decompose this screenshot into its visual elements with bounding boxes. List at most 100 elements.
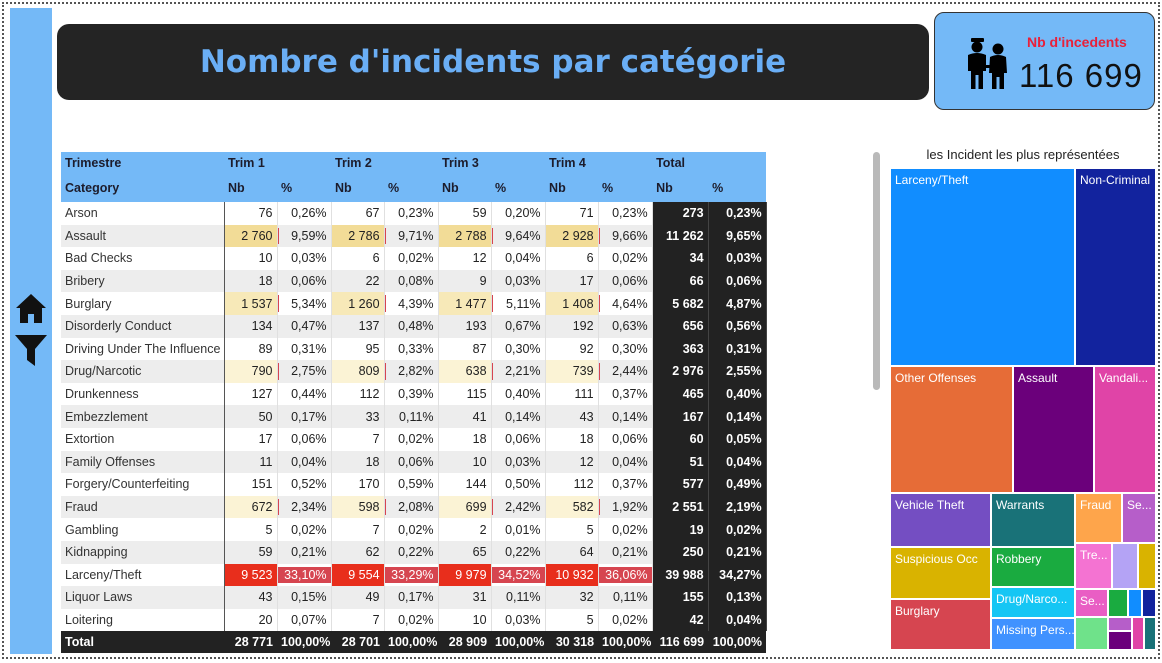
pct-value: 0,20% (505, 206, 541, 221)
pct-cell: 0,22% (384, 540, 439, 564)
table-row[interactable]: Drug/Narcotic 790 2,75% 809 2,82% 638 2,21% 739… (61, 360, 767, 383)
pct-value: 0,23% (612, 206, 648, 221)
table-row[interactable]: Embezzlement 50 0,17% 33 0,11% 41 0,14% 43 0,14%… (61, 405, 767, 428)
table-row[interactable]: Family Offenses 11 0,04% 18 0,06% 10 0,03% 12 0,… (61, 450, 767, 474)
treemap-tile[interactable] (1108, 589, 1128, 617)
header-trim-3[interactable]: Trim 3 (438, 152, 546, 173)
table-row[interactable]: Kidnapping 59 0,21% 62 0,22% 65 0,22% 64 0,21% 25… (61, 540, 767, 564)
home-icon[interactable] (14, 292, 48, 326)
header-nb[interactable]: Nb (224, 173, 277, 202)
filter-icon[interactable] (14, 333, 48, 367)
table-row[interactable]: Bad Checks 10 0,03% 6 0,02% 12 0,04% 6 0,02% 34 0,… (61, 247, 767, 270)
treemap-tile[interactable] (1138, 543, 1156, 589)
header-pct[interactable]: % (491, 173, 546, 202)
nb-cell: 33 (331, 405, 385, 428)
table-row[interactable]: Forgery/Counterfeiting 151 0,52% 170 0,59% 14… (61, 473, 767, 496)
pct-value: 2,08% (398, 500, 434, 515)
header-trim-1[interactable]: Trim 1 (224, 152, 332, 173)
treemap-tile[interactable]: Se... (1075, 589, 1108, 617)
treemap-tile[interactable]: Suspicious Occ (890, 547, 991, 599)
header-nb[interactable]: Nb (545, 173, 599, 202)
pct-value: 2,34% (291, 500, 327, 515)
nb-cell: 87 (438, 337, 492, 361)
nb-cell: 739 (545, 360, 599, 383)
table-row[interactable]: Fraud 672 2,34% 598 2,08% 699 2,42% 582 1,92% 2 5… (61, 495, 767, 519)
treemap-tile[interactable] (1132, 617, 1144, 650)
pct-cell: 0,30% (491, 337, 546, 361)
treemap-tile[interactable]: Tre... (1075, 543, 1112, 589)
treemap-tile[interactable]: Larceny/Theft (890, 168, 1075, 366)
total-nb-cell: 2 976 (652, 360, 709, 383)
treemap-tile[interactable]: Burglary (890, 599, 991, 650)
treemap-tile[interactable] (1144, 617, 1156, 650)
treemap-tile[interactable]: Warrants (991, 493, 1075, 547)
nb-cell: 18 (545, 427, 599, 451)
treemap-tile[interactable]: Fraud (1075, 493, 1122, 543)
header-trim-4[interactable]: Trim 4 (545, 152, 653, 173)
pct-bar (384, 566, 438, 584)
table-row[interactable]: Disorderly Conduct 134 0,47% 137 0,48% 193 0,6… (61, 314, 767, 338)
table-row[interactable]: Driving Under The Influence 89 0,31% 95 0,33… (61, 337, 767, 361)
treemap-tile[interactable] (1108, 631, 1132, 650)
treemap-tile[interactable]: Missing Pers... (991, 618, 1075, 650)
treemap-tile[interactable] (1112, 543, 1138, 589)
treemap-tile[interactable]: Non-Criminal (1075, 168, 1156, 366)
header-nb[interactable]: Nb (652, 173, 709, 202)
treemap-tile[interactable]: Vehicle Theft (890, 493, 991, 547)
nb-cell: 638 (438, 360, 492, 383)
pct-cell: 9,66% (598, 224, 653, 248)
total-pct-cell: 0,49% (708, 473, 767, 496)
treemap-tile[interactable]: Assault (1013, 366, 1094, 493)
pct-cell: 0,02% (384, 247, 439, 270)
treemap-tile[interactable] (1142, 589, 1156, 617)
table-row[interactable]: Loitering 20 0,07% 7 0,02% 10 0,03% 5 0,02% 42 0,0… (61, 608, 767, 632)
treemap-tile[interactable]: Drug/Narco... (991, 587, 1075, 618)
table-row[interactable]: Larceny/Theft 9 523 33,10% 9 554 33,29% 9 979… (61, 563, 767, 587)
pct-cell: 2,44% (598, 360, 653, 383)
matrix-scrollbar[interactable] (873, 152, 880, 390)
total-pct-cell: 0,14% (708, 405, 767, 428)
treemap-tile[interactable] (1128, 589, 1142, 617)
header-pct[interactable]: % (598, 173, 653, 202)
header-category[interactable]: Category (61, 173, 224, 202)
treemap-tile[interactable]: Robbery (991, 547, 1075, 587)
header-pct[interactable]: % (384, 173, 439, 202)
table-row[interactable]: Gambling 5 0,02% 7 0,02% 2 0,01% 5 0,02% 19 0,02% (61, 518, 767, 541)
header-nb[interactable]: Nb (438, 173, 492, 202)
pct-value: 0,39% (398, 387, 434, 402)
nb-cell: 64 (545, 540, 599, 564)
header-trimestre[interactable]: Trimestre (61, 152, 224, 173)
pct-cell: 0,06% (598, 427, 653, 451)
total-pct-cell: 0,31% (708, 337, 767, 361)
treemap-tile[interactable] (1108, 617, 1132, 631)
treemap-tile[interactable]: Other Offenses (890, 366, 1013, 493)
pct-bar (277, 295, 279, 312)
pct-value: 4,39% (398, 296, 434, 311)
header-pct[interactable]: % (708, 173, 767, 202)
table-row[interactable]: Drunkenness 127 0,44% 112 0,39% 115 0,40% 111 0,… (61, 382, 767, 406)
table-row[interactable]: Extortion 17 0,06% 7 0,02% 18 0,06% 18 0,06% 60 0,… (61, 427, 767, 451)
header-nb[interactable]: Nb (331, 173, 385, 202)
header-trim-2[interactable]: Trim 2 (331, 152, 439, 173)
nb-cell: 598 (331, 495, 385, 519)
treemap-tile[interactable]: Vandali... (1094, 366, 1156, 493)
total-nb: 28 909 (438, 631, 492, 654)
table-row[interactable]: Liquor Laws 43 0,15% 49 0,17% 31 0,11% 32 0,11% 1… (61, 586, 767, 609)
pct-value: 0,03% (505, 612, 541, 627)
treemap-tile[interactable]: Se... (1122, 493, 1156, 543)
table-row[interactable]: Assault 2 760 9,59% 2 786 9,71% 2 788 9,64% 2 9… (61, 224, 767, 248)
header-pct[interactable]: % (277, 173, 332, 202)
total-pct-cell: 0,03% (708, 247, 767, 270)
pct-value: 2,44% (612, 364, 648, 379)
pct-cell: 36,06% (598, 563, 653, 587)
pct-cell: 0,52% (277, 473, 332, 496)
treemap-title: les Incident les plus représentées (926, 147, 1120, 162)
table-row[interactable]: Burglary 1 537 5,34% 1 260 4,39% 1 477 5,11% 1 … (61, 292, 767, 315)
table-row[interactable]: Arson 76 0,26% 67 0,23% 59 0,20% 71 0,23% 273 0,23… (61, 202, 767, 225)
pct-value: 0,30% (505, 341, 541, 356)
grand-total-nb: 116 699 (652, 631, 709, 654)
treemap-tile[interactable] (1075, 617, 1108, 650)
header-total[interactable]: Total (652, 152, 767, 173)
table-row[interactable]: Bribery 18 0,06% 22 0,08% 9 0,03% 17 0,06% 66 0,06… (61, 269, 767, 293)
total-pct: 100,00% (277, 631, 332, 654)
